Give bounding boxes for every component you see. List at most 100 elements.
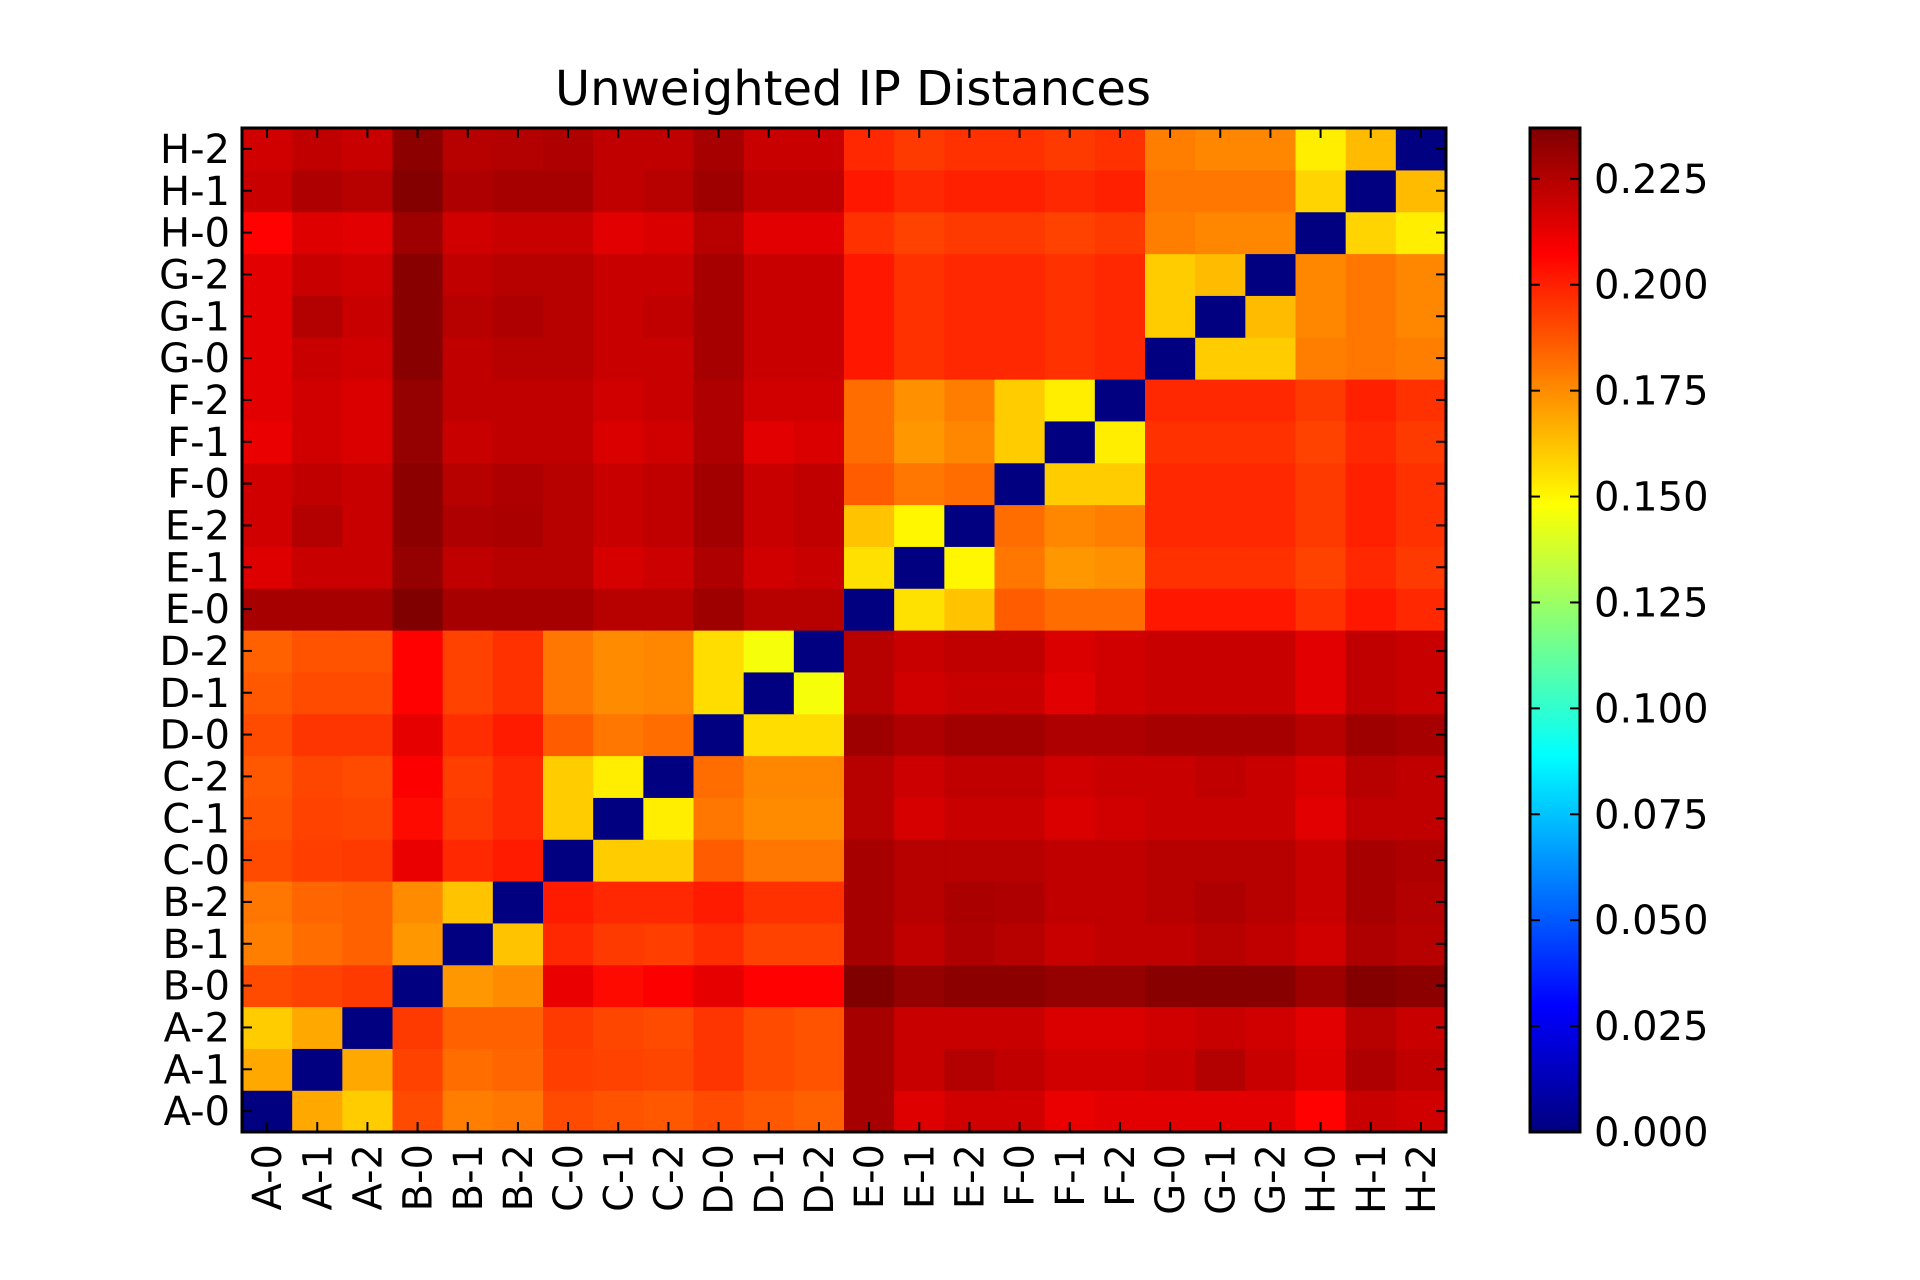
heatmap-cell: [743, 881, 795, 924]
heatmap-cell: [593, 169, 644, 213]
heatmap-cell: [1044, 881, 1096, 924]
heatmap-cell: [643, 253, 695, 296]
heatmap-cell: [492, 462, 544, 506]
heatmap-cell: [1195, 1006, 1246, 1049]
heatmap-cell: [543, 504, 594, 547]
x-tick-label: F-1: [1048, 1144, 1094, 1207]
heatmap-cell: [693, 504, 745, 547]
heatmap-cell: [1345, 713, 1397, 757]
heatmap-cell: [1245, 420, 1297, 464]
heatmap-cell: [1345, 964, 1397, 1008]
heatmap-cell: [342, 211, 394, 255]
heatmap-cell: [492, 671, 544, 715]
heatmap-cell: [342, 337, 394, 380]
heatmap-cell: [994, 964, 1046, 1008]
heatmap-cell: [342, 964, 394, 1008]
y-tick-label: A-0: [164, 1089, 230, 1135]
heatmap-cell: [994, 337, 1046, 380]
heatmap-cell: [643, 295, 695, 338]
heatmap-cell: [492, 420, 544, 464]
x-tick-label: C-2: [646, 1144, 692, 1212]
heatmap-cell: [1145, 588, 1196, 631]
heatmap-cell: [543, 169, 594, 213]
x-tick-label: B-0: [396, 1144, 442, 1211]
heatmap-cell: [793, 964, 845, 1008]
heatmap-cell: [693, 1048, 745, 1091]
heatmap-cell: [693, 881, 745, 924]
heatmap-cell: [1094, 1006, 1146, 1049]
heatmap-cell: [944, 295, 996, 338]
heatmap-cell: [994, 253, 1046, 296]
heatmap-cell: [442, 379, 494, 422]
heatmap-cell: [1345, 379, 1397, 422]
heatmap-cell: [1195, 420, 1246, 464]
heatmap-cell: [292, 504, 343, 547]
heatmap-cell: [894, 881, 945, 924]
heatmap-cell: [1245, 1048, 1297, 1091]
heatmap-cell: [994, 1006, 1046, 1049]
heatmap-cell: [693, 253, 745, 296]
heatmap-cell: [1345, 169, 1397, 213]
heatmap-cell: [643, 964, 695, 1008]
heatmap-cell: [543, 211, 594, 255]
heatmap-cell: [593, 462, 644, 506]
heatmap-cell: [1195, 337, 1246, 380]
heatmap-cell: [1245, 546, 1297, 589]
heatmap-cell: [1345, 295, 1397, 338]
heatmap-cell: [1044, 1048, 1096, 1091]
heatmap-cell: [492, 839, 544, 882]
heatmap-cell: [593, 713, 644, 757]
heatmap-cell: [1044, 922, 1096, 966]
y-tick-label: B-2: [163, 880, 230, 926]
heatmap-cell: [844, 295, 895, 338]
heatmap-cell: [894, 588, 945, 631]
x-tick-label: G-1: [1198, 1144, 1244, 1215]
x-tick-label: G-0: [1148, 1144, 1194, 1215]
heatmap-cell: [392, 379, 444, 422]
heatmap-cell: [342, 839, 394, 882]
heatmap-cell: [994, 713, 1046, 757]
heatmap-cell: [844, 169, 895, 213]
heatmap-cell: [492, 630, 544, 673]
heatmap-cell: [793, 379, 845, 422]
heatmap-cell: [292, 253, 343, 296]
heatmap-cell: [743, 379, 795, 422]
heatmap-cell: [793, 169, 845, 213]
heatmap-cell: [1044, 713, 1096, 757]
heatmap-cell: [894, 922, 945, 966]
colorbar-tick-label: 0.025: [1594, 1004, 1709, 1050]
heatmap-cell: [743, 839, 795, 882]
heatmap-cell: [793, 295, 845, 338]
heatmap-cell: [743, 964, 795, 1008]
heatmap-cell: [292, 839, 343, 882]
heatmap-cell: [392, 169, 444, 213]
heatmap-cell: [392, 881, 444, 924]
heatmap-cell: [643, 1048, 695, 1091]
heatmap-cell: [392, 588, 444, 631]
heatmap-cell: [292, 462, 343, 506]
heatmap-cell: [894, 630, 945, 673]
heatmap-cell: [994, 420, 1046, 464]
heatmap-cell: [944, 713, 996, 757]
heatmap-cell: [693, 713, 745, 757]
heatmap-cell: [342, 295, 394, 338]
x-tick-label: B-2: [496, 1144, 542, 1211]
heatmap-cell: [342, 253, 394, 296]
y-tick-label: H-1: [160, 169, 230, 215]
heatmap-cell: [593, 588, 644, 631]
heatmap-cell: [894, 169, 945, 213]
heatmap-cell: [342, 671, 394, 715]
heatmap-cell: [844, 671, 895, 715]
heatmap-cell: [994, 211, 1046, 255]
heatmap-cell: [442, 462, 494, 506]
heatmap-cell: [743, 462, 795, 506]
heatmap-cell: [392, 797, 444, 840]
colorbar-tick-label: 0.150: [1594, 475, 1709, 521]
heatmap-cell: [342, 379, 394, 422]
colorbar-tick-label: 0.000: [1594, 1110, 1709, 1156]
y-tick-label: E-2: [165, 503, 230, 549]
x-tick-label: H-1: [1349, 1144, 1395, 1214]
heatmap-cell: [1044, 420, 1096, 464]
heatmap-cell: [743, 713, 795, 757]
